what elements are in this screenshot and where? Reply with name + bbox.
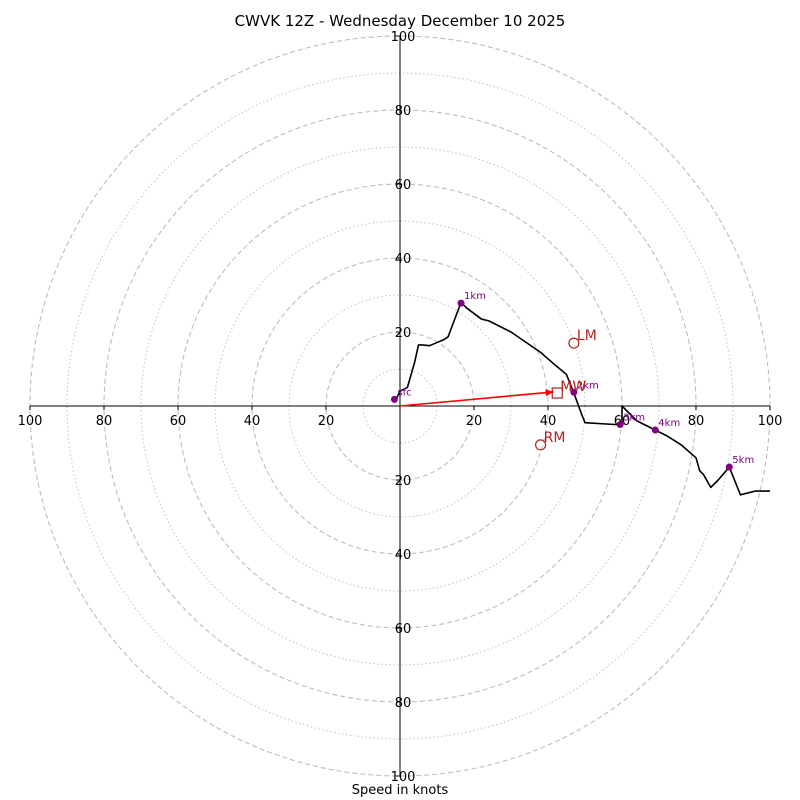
tick-label-x-neg: 20: [318, 414, 335, 429]
height-marker-2km: [570, 388, 578, 396]
mean-wind-arrow: [399, 389, 554, 407]
tick-label-y-pos: 100: [391, 30, 416, 45]
tick-label-y-pos: 20: [395, 326, 412, 341]
height-label-sfc: sfc: [397, 387, 411, 398]
height-marker-3km: [616, 421, 624, 428]
height-markers: sfc 1km 2km 3km 4km 5km: [390, 291, 754, 471]
arrow-shaft: [399, 391, 554, 407]
tick-label-x-pos: 20: [466, 414, 483, 429]
tick-label-x-neg: 40: [244, 414, 261, 429]
storm-marker-MW: [551, 387, 563, 399]
height-label-2km: 2km: [577, 380, 599, 391]
tick-label-y-neg: 100: [391, 770, 416, 785]
hodograph-trace: [395, 301, 770, 496]
tick-label-x-neg: 80: [96, 414, 113, 429]
storm-marker-LM: [568, 337, 580, 349]
hodograph-line: [395, 301, 770, 496]
storm-marker-RM: [534, 439, 547, 451]
tick-label-y-pos: 80: [395, 104, 412, 119]
tick-label-x-neg: 100: [18, 414, 43, 429]
tick-label-y-pos: 60: [395, 178, 412, 193]
arrow-head: [545, 389, 554, 397]
x-axis-label: Speed in knots: [351, 783, 449, 798]
height-label-1km: 1km: [464, 291, 486, 302]
height-marker-5km: [725, 463, 733, 471]
height-label-5km: 5km: [732, 455, 754, 466]
storm-label-MW: MW: [560, 379, 586, 395]
storm-label-LM: LM: [577, 328, 597, 344]
tick-label-x-pos: 80: [688, 414, 705, 429]
tick-label-y-neg: 20: [395, 474, 412, 489]
height-marker-sfc: [390, 395, 398, 403]
height-marker-4km: [651, 426, 659, 434]
tick-label-y-neg: 80: [395, 696, 412, 711]
height-label-4km: 4km: [658, 418, 680, 429]
height-marker-1km: [457, 299, 465, 307]
tick-label-x-neg: 60: [170, 414, 187, 429]
tick-label-x-pos: 40: [540, 414, 557, 429]
storm-label-RM: RM: [544, 430, 566, 446]
height-label-3km: 3km: [623, 413, 645, 424]
tick-label-y-neg: 40: [395, 548, 412, 563]
tick-label-y-pos: 40: [395, 252, 412, 267]
tick-label-y-neg: 60: [395, 622, 412, 637]
storm-motion-markers: LM RM MW: [534, 328, 597, 451]
tick-label-x-pos: 100: [758, 414, 783, 429]
chart-title: CWVK 12Z - Wednesday December 10 2025: [234, 12, 566, 30]
